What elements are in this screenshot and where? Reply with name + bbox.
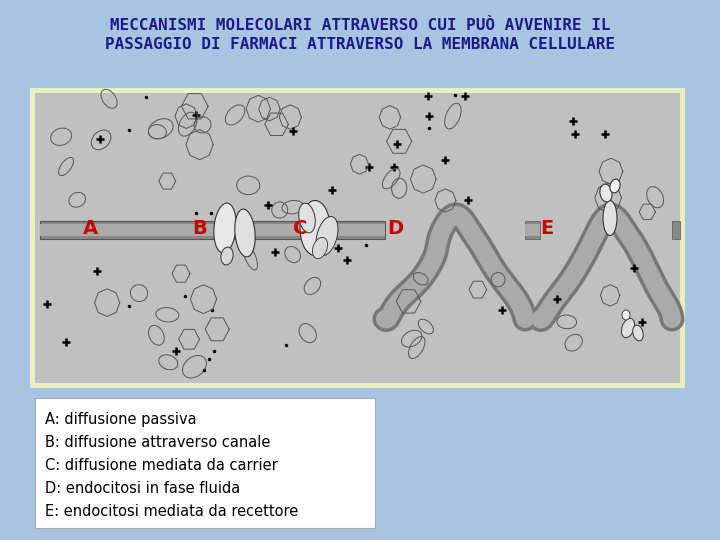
Ellipse shape bbox=[316, 217, 338, 255]
Ellipse shape bbox=[621, 319, 634, 338]
Text: B: diffusione attraverso canale: B: diffusione attraverso canale bbox=[45, 435, 271, 450]
Text: D: endocitosi in fase fluida: D: endocitosi in fase fluida bbox=[45, 481, 240, 496]
Bar bbox=[525, 224, 540, 236]
Ellipse shape bbox=[603, 200, 617, 235]
Ellipse shape bbox=[221, 247, 233, 265]
Bar bbox=[35, 398, 375, 528]
Bar bbox=[525, 221, 540, 239]
Ellipse shape bbox=[300, 200, 330, 255]
Ellipse shape bbox=[633, 325, 643, 341]
Bar bbox=[672, 221, 680, 239]
Bar bbox=[30, 88, 685, 388]
Ellipse shape bbox=[600, 184, 612, 202]
Text: MECCANISMI MOLECOLARI ATTRAVERSO CUI PUÒ AVVENIRE IL
PASSAGGIO DI FARMACI ATTRAV: MECCANISMI MOLECOLARI ATTRAVERSO CUI PUÒ… bbox=[105, 18, 615, 52]
Text: B: B bbox=[193, 219, 207, 238]
Bar bbox=[40, 221, 385, 239]
Text: C: diffusione mediata da carrier: C: diffusione mediata da carrier bbox=[45, 458, 278, 473]
Ellipse shape bbox=[610, 179, 620, 193]
Ellipse shape bbox=[235, 209, 255, 257]
Text: D: D bbox=[387, 219, 403, 238]
Ellipse shape bbox=[299, 203, 315, 233]
Ellipse shape bbox=[622, 310, 630, 320]
Bar bbox=[35, 93, 680, 383]
Ellipse shape bbox=[214, 203, 236, 253]
Text: E: endocitosi mediata da recettore: E: endocitosi mediata da recettore bbox=[45, 504, 298, 519]
Text: E: E bbox=[541, 219, 554, 238]
Text: C: C bbox=[293, 219, 307, 238]
Bar bbox=[40, 224, 385, 236]
Text: A: A bbox=[82, 219, 98, 238]
Text: A: diffusione passiva: A: diffusione passiva bbox=[45, 412, 197, 427]
Ellipse shape bbox=[312, 238, 328, 259]
